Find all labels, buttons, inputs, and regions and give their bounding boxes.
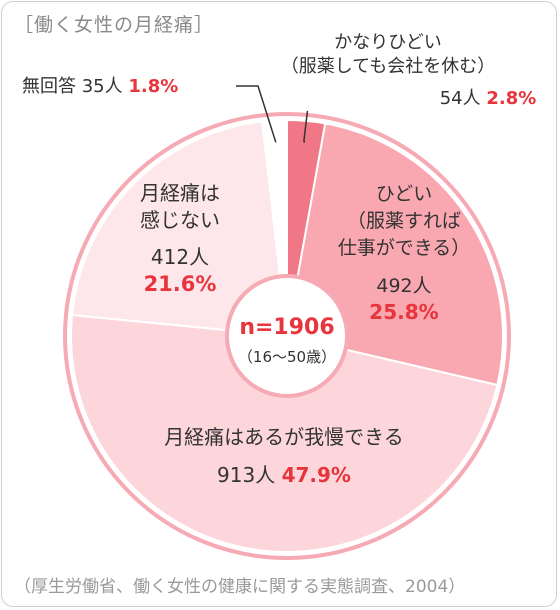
count-bad: 492人 [376, 275, 431, 297]
label-none-line: 月経痛は [140, 181, 220, 205]
leader-line-severe [303, 110, 309, 143]
leader-line-noanswer [236, 85, 277, 143]
percent-none: 21.6% [144, 272, 217, 296]
value-bearable: 913人 47.9% [217, 463, 351, 487]
label-severe-line: （服薬しても会社を休む） [281, 56, 496, 77]
source-note: （厚生労働省、働く女性の健康に関する実態調査、2004） [14, 577, 466, 597]
percent-bad: 25.8% [369, 300, 438, 324]
count-none: 412人 [151, 245, 209, 269]
center-disc [225, 274, 349, 398]
label-severe-line: かなりひどい [334, 32, 441, 53]
slice-none [70, 120, 289, 338]
slice-bearable [70, 313, 499, 553]
label-none-line: 感じない [140, 208, 220, 232]
label-bad-line: （服薬すれば [347, 210, 461, 232]
label-bad-line: 仕事ができる） [338, 237, 471, 259]
center-n-label: n=1906 [239, 315, 334, 340]
chart-title: ［働く女性の月経痛］ [14, 14, 215, 36]
value-severe: 54人 2.8% [440, 88, 537, 109]
label-noanswer: 無回答 35人 1.8% [22, 76, 178, 97]
label-bearable-line: 月経痛はあるが我慢できる [164, 425, 404, 449]
label-bad-line: ひどい [376, 183, 432, 205]
center-range-label: （16〜50歳） [238, 348, 336, 366]
